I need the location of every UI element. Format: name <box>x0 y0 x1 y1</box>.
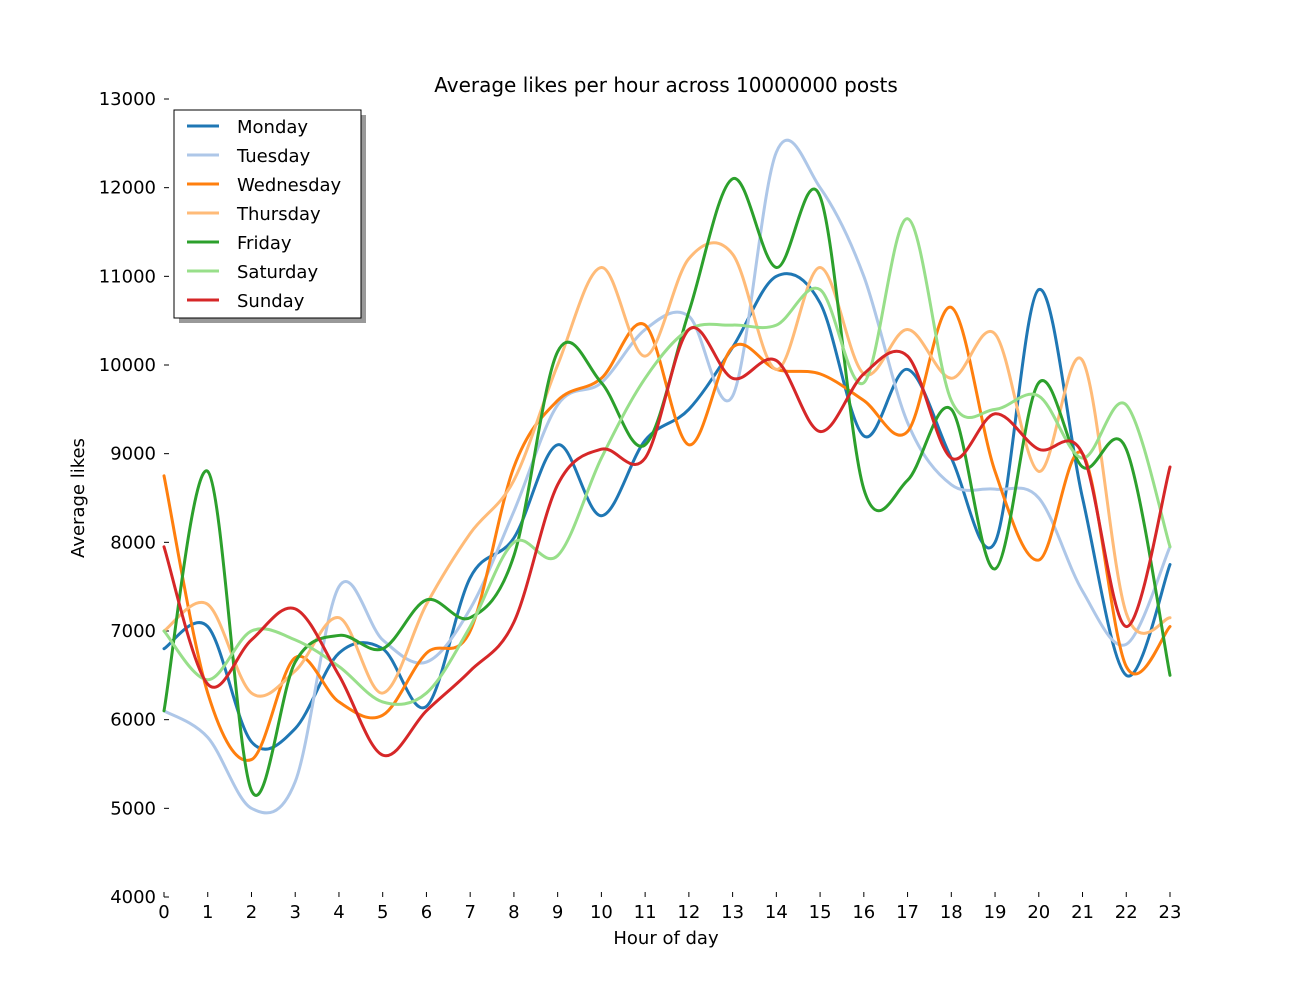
legend-label-tuesday: Tuesday <box>236 146 311 167</box>
x-tick-label-0: 0 <box>158 902 169 923</box>
legend-label-monday: Monday <box>237 117 308 138</box>
legend: Monday Tuesday Wednesday Thursday Friday Satu… <box>173 109 366 323</box>
chart-title: Average likes per hour across 10000000 p… <box>434 73 898 97</box>
x-tick-label-2: 2 <box>246 902 257 923</box>
legend-label-thursday: Thursday <box>236 204 321 225</box>
legend-label-sunday: Sunday <box>237 291 305 312</box>
legend-label-wednesday: Wednesday <box>237 175 342 196</box>
y-tick-label-5000: 5000 <box>110 798 156 819</box>
x-axis-title: Hour of day <box>613 928 719 949</box>
x-tick-label-11: 11 <box>634 902 657 923</box>
x-tick-label-3: 3 <box>289 902 300 923</box>
x-tick-label-14: 14 <box>765 902 788 923</box>
legend-label-saturday: Saturday <box>237 262 318 283</box>
x-axis: 0 1 2 3 4 5 6 7 8 9 10 11 12 13 14 15 16 17 18 19 20 21 22 23 <box>158 892 1181 923</box>
x-tick-label-21: 21 <box>1071 902 1094 923</box>
x-tick-label-17: 17 <box>896 902 919 923</box>
series-line-monday <box>162 272 1172 751</box>
series-line-sunday <box>162 326 1172 758</box>
y-axis-title: Average likes <box>68 438 89 558</box>
series-layer <box>162 138 1172 815</box>
series-line-saturday <box>162 217 1172 706</box>
y-tick-label-8000: 8000 <box>110 532 156 553</box>
x-tick-label-23: 23 <box>1159 902 1182 923</box>
x-tick-label-5: 5 <box>377 902 388 923</box>
x-tick-label-20: 20 <box>1027 902 1050 923</box>
legend-label-friday: Friday <box>237 233 292 254</box>
series-line-wednesday <box>162 305 1172 762</box>
y-tick-label-13000: 13000 <box>99 89 156 110</box>
x-tick-label-6: 6 <box>421 902 432 923</box>
x-tick-label-22: 22 <box>1115 902 1138 923</box>
x-tick-label-18: 18 <box>940 902 963 923</box>
y-tick-label-10000: 10000 <box>99 355 156 376</box>
x-tick-label-1: 1 <box>202 902 213 923</box>
x-tick-label-15: 15 <box>809 902 832 923</box>
x-tick-label-19: 19 <box>984 902 1007 923</box>
y-tick-label-11000: 11000 <box>99 266 156 287</box>
x-tick-label-7: 7 <box>464 902 475 923</box>
series-line-friday <box>162 177 1172 797</box>
x-tick-label-4: 4 <box>333 902 344 923</box>
y-tick-label-12000: 12000 <box>99 178 156 199</box>
x-tick-label-16: 16 <box>852 902 875 923</box>
y-axis: 4000 5000 6000 7000 8000 9000 10000 11000 12000 1… <box>99 89 169 908</box>
y-tick-label-4000: 4000 <box>110 887 156 908</box>
x-tick-label-9: 9 <box>552 902 563 923</box>
x-tick-label-12: 12 <box>677 902 700 923</box>
y-tick-label-6000: 6000 <box>110 710 156 731</box>
y-tick-label-7000: 7000 <box>110 621 156 642</box>
x-tick-label-13: 13 <box>721 902 744 923</box>
y-tick-label-9000: 9000 <box>110 444 156 465</box>
x-tick-label-10: 10 <box>590 902 613 923</box>
x-tick-label-8: 8 <box>508 902 519 923</box>
